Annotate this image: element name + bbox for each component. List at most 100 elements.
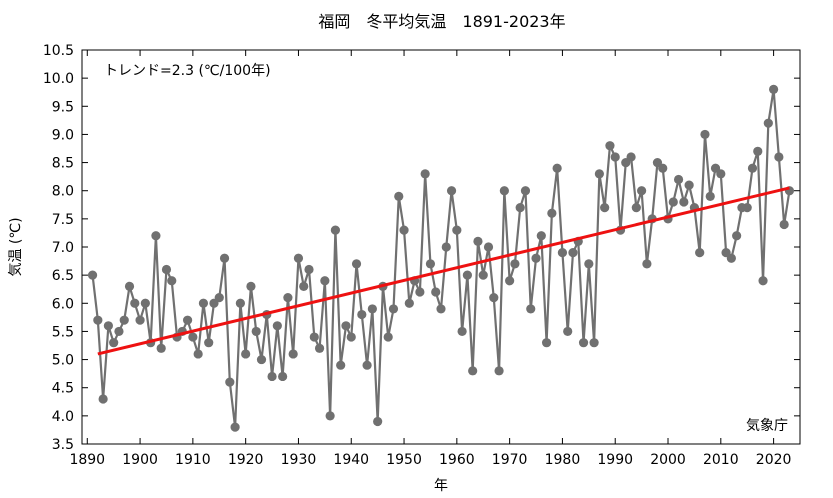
y-tick-label: 6.0 — [52, 296, 74, 312]
y-tick-label: 4.5 — [52, 381, 74, 397]
data-point — [293, 253, 304, 263]
data-point — [230, 422, 240, 432]
data-point — [103, 321, 113, 331]
data-point — [93, 315, 103, 325]
data-point — [769, 84, 779, 94]
y-tick-label: 8.0 — [52, 184, 74, 200]
data-point — [362, 360, 372, 370]
x-tick-label: 1910 — [175, 452, 211, 468]
data-point — [161, 264, 172, 275]
y-tick-label: 7.5 — [52, 212, 74, 228]
data-point — [557, 248, 568, 258]
data-point — [431, 287, 441, 297]
data-point — [589, 338, 599, 348]
data-point — [425, 259, 436, 269]
data-point — [473, 236, 483, 246]
data-point — [383, 332, 393, 342]
data-point — [446, 186, 457, 196]
data-point — [668, 197, 678, 207]
trend-line — [97, 186, 790, 356]
data-point — [468, 366, 478, 376]
data-point — [283, 293, 293, 303]
trend-layer — [97, 186, 790, 356]
data-point — [705, 191, 715, 201]
x-tick-label: 1980 — [545, 452, 581, 468]
data-point — [658, 163, 668, 173]
data-point — [763, 118, 773, 128]
data-point — [637, 186, 647, 196]
data-point — [631, 203, 641, 213]
y-tick-label: 9.0 — [52, 127, 74, 143]
data-point — [399, 225, 409, 235]
x-tick-label: 1930 — [281, 452, 317, 468]
data-point — [246, 281, 256, 291]
data-point — [494, 366, 504, 376]
y-tick-label: 5.0 — [52, 353, 74, 369]
data-point — [415, 287, 425, 297]
data-point — [436, 304, 446, 314]
data-point — [695, 248, 705, 258]
data-point — [547, 208, 557, 218]
x-tick-label: 1950 — [386, 452, 422, 468]
y-tick-label: 7.0 — [52, 240, 74, 256]
data-point — [452, 225, 462, 235]
y-axis: 3.5 4.0 4.5 5.0 5.5 6.0 6.5 7.0 7.5 8.0 8.5 9.0 9.5 1… — [43, 43, 800, 453]
data-point — [314, 343, 325, 353]
data-point — [478, 270, 488, 280]
x-axis: 1890 1900 1910 1920 1930 1940 1950 1960 1970 1980… — [69, 50, 791, 468]
y-tick-label: 4.0 — [52, 409, 74, 425]
data-point — [388, 304, 399, 314]
series-layer — [87, 84, 795, 432]
data-point — [726, 253, 736, 263]
data-point — [758, 276, 768, 286]
data-point — [204, 338, 214, 348]
data-point — [515, 203, 525, 213]
data-point — [526, 304, 536, 314]
x-tick-label: 1940 — [333, 452, 369, 468]
x-tick-label: 2000 — [650, 452, 686, 468]
y-tick-label: 10.0 — [43, 71, 74, 87]
data-point — [531, 253, 541, 263]
y-tick-label: 9.5 — [52, 99, 74, 115]
data-point — [156, 343, 166, 353]
data-point — [251, 326, 261, 337]
data-point — [193, 349, 203, 359]
data-point — [225, 377, 235, 387]
data-point — [346, 332, 356, 342]
data-point — [489, 293, 499, 303]
data-point — [610, 152, 620, 162]
data-point — [235, 298, 245, 308]
data-point — [673, 174, 684, 185]
data-point — [367, 304, 377, 314]
data-point — [214, 293, 224, 303]
data-point — [119, 315, 129, 325]
data-point — [441, 242, 451, 252]
x-tick-label: 1970 — [492, 452, 528, 468]
data-point — [404, 298, 414, 308]
data-point — [320, 276, 330, 286]
data-point — [505, 276, 515, 286]
series-line — [91, 89, 791, 428]
data-point — [679, 197, 689, 207]
data-point — [288, 349, 298, 359]
data-point — [742, 203, 752, 213]
y-axis-label: 気温 (℃) — [8, 217, 24, 276]
x-tick-label: 1890 — [69, 452, 105, 468]
data-point — [774, 152, 784, 162]
data-point — [594, 169, 604, 179]
data-point — [420, 169, 430, 179]
data-point — [552, 163, 562, 173]
data-point — [600, 203, 610, 213]
data-point — [520, 186, 531, 196]
x-tick-label: 1990 — [597, 452, 633, 468]
data-point — [605, 141, 615, 151]
plot-frame — [81, 49, 801, 445]
data-point — [684, 180, 694, 190]
data-point — [124, 281, 135, 291]
data-point — [135, 315, 145, 325]
data-point — [167, 276, 177, 286]
data-point — [499, 186, 509, 196]
data-point — [151, 231, 161, 241]
data-point — [700, 129, 710, 140]
